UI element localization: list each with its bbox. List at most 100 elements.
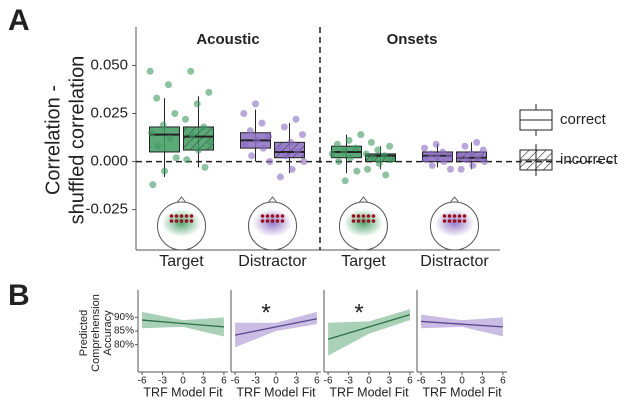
point <box>463 156 470 163</box>
electrode <box>453 219 457 223</box>
group-title: Onsets <box>387 31 438 48</box>
y-tick-label: 90% <box>114 312 134 323</box>
point <box>207 139 214 146</box>
point <box>433 141 440 148</box>
point <box>200 123 207 130</box>
electrode <box>175 219 179 223</box>
point <box>357 131 364 138</box>
electrode <box>443 219 447 223</box>
point <box>376 160 383 167</box>
y-axis-title: shuffled correlation <box>66 56 88 225</box>
topo-blob <box>253 209 293 237</box>
electrode <box>357 219 361 223</box>
electrode <box>185 214 189 218</box>
electrode <box>180 214 184 218</box>
point <box>171 110 178 117</box>
point <box>259 120 266 127</box>
point <box>353 168 360 175</box>
point <box>363 150 370 157</box>
point <box>282 152 289 159</box>
y-tick-label: 80% <box>114 339 134 350</box>
point <box>242 141 249 148</box>
electrode <box>271 219 275 223</box>
electrode <box>448 219 452 223</box>
point <box>183 156 190 163</box>
x-tick-label: Distractor <box>238 253 307 270</box>
point <box>374 147 381 154</box>
point <box>299 131 306 138</box>
y-tick-label: -0.025 <box>85 201 128 218</box>
point <box>434 154 441 161</box>
electrode <box>175 214 179 218</box>
electrode <box>352 219 356 223</box>
electrode <box>261 219 265 223</box>
electrode <box>170 219 174 223</box>
point <box>369 154 376 161</box>
point <box>287 139 294 146</box>
point <box>300 158 307 165</box>
y-tick-label: 0.025 <box>90 104 128 121</box>
point <box>277 173 284 180</box>
point <box>458 166 465 173</box>
point <box>281 123 288 130</box>
point <box>153 95 160 102</box>
point <box>352 145 359 152</box>
electrode <box>458 219 462 223</box>
point <box>248 152 255 159</box>
point <box>276 145 283 152</box>
point <box>205 89 212 96</box>
panel-label: A <box>8 4 30 37</box>
point <box>194 100 201 107</box>
point <box>381 152 388 159</box>
point <box>421 145 428 152</box>
point <box>173 154 180 161</box>
x-axis-title: TRF Model Fit <box>329 385 409 399</box>
point <box>473 139 480 146</box>
point <box>364 166 371 173</box>
point <box>289 166 296 173</box>
point <box>475 154 482 161</box>
electrode <box>367 214 371 218</box>
point <box>481 158 488 165</box>
electrode <box>463 219 467 223</box>
electrode <box>463 214 467 218</box>
electrode <box>372 214 376 218</box>
point <box>340 148 347 155</box>
confidence-band <box>235 312 317 348</box>
point <box>148 129 155 136</box>
y-tick-label: 0.050 <box>90 56 128 73</box>
topo-blob <box>162 209 202 237</box>
electrode <box>357 214 361 218</box>
point <box>189 131 196 138</box>
point <box>334 141 341 148</box>
point <box>347 154 354 161</box>
panel-label: B <box>8 279 30 312</box>
electrode <box>261 214 265 218</box>
point <box>294 148 301 155</box>
point <box>182 116 189 123</box>
point <box>342 177 349 184</box>
point <box>195 147 202 154</box>
significance-marker: * <box>261 299 270 326</box>
point <box>446 152 453 159</box>
electrode <box>170 214 174 218</box>
electrode <box>190 219 194 223</box>
significance-marker: * <box>354 299 363 326</box>
electrode <box>458 214 462 218</box>
nose <box>269 197 277 202</box>
electrode <box>271 214 275 218</box>
point <box>441 158 448 165</box>
y-axis-title: Predicted <box>78 310 90 356</box>
electrode <box>281 219 285 223</box>
point <box>480 147 487 154</box>
electrode <box>266 214 270 218</box>
point <box>386 143 393 150</box>
y-axis-title: Correlation - <box>42 85 64 195</box>
electrode <box>276 219 280 223</box>
electrode <box>180 219 184 223</box>
nose <box>360 197 368 202</box>
legend-label: incorrect <box>560 151 618 168</box>
electrode <box>362 219 366 223</box>
y-tick-label: 85% <box>114 326 134 337</box>
topo-blob <box>435 209 475 237</box>
